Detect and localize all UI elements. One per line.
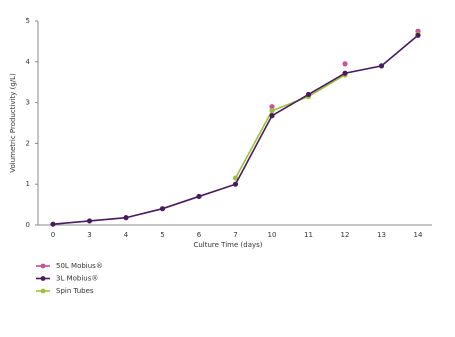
y-tick-label: 3	[26, 99, 30, 107]
x-tick-label: 3	[87, 231, 91, 239]
point	[269, 108, 275, 114]
point	[50, 221, 56, 227]
point	[269, 113, 275, 119]
x-tick-label: 6	[197, 231, 202, 239]
point	[305, 91, 312, 98]
y-tick-label: 2	[26, 139, 30, 147]
y-tick-label: 4	[26, 58, 31, 66]
x-tick-label: 5	[160, 231, 164, 239]
x-axis-title: Culture Time (days)	[193, 241, 262, 249]
legend-label: 3L Mobius®	[56, 275, 98, 283]
point	[232, 181, 239, 187]
series-line	[234, 74, 346, 179]
series-line	[52, 34, 419, 225]
point	[159, 206, 166, 212]
x-tick-label: 7	[233, 231, 237, 239]
x-tick-label: 4	[124, 231, 129, 239]
point	[232, 175, 239, 181]
x-tick-label: 12	[341, 231, 350, 239]
point	[378, 63, 385, 69]
point	[123, 215, 129, 221]
legend-label: 50L Mobius®	[56, 262, 103, 270]
point	[196, 193, 202, 200]
legend-marker	[40, 288, 46, 294]
y-tick-label: 5	[26, 17, 30, 25]
x-tick-label: 13	[377, 231, 386, 239]
y-axis-title: Volumetric Productivity (g/L)	[9, 73, 17, 173]
x-tick-label: 14	[414, 231, 423, 239]
point	[269, 104, 275, 110]
point	[86, 218, 93, 224]
x-tick-label: 11	[304, 231, 313, 239]
point	[415, 32, 421, 38]
y-tick-label: 0	[26, 221, 30, 229]
legend-marker	[40, 276, 46, 281]
legend-label: Spin Tubes	[56, 287, 94, 295]
point	[342, 70, 348, 76]
y-tick-label: 1	[26, 180, 30, 188]
x-tick-label: 10	[268, 231, 277, 239]
point	[342, 61, 348, 67]
x-tick-label: 0	[51, 231, 55, 239]
legend-marker	[40, 263, 46, 269]
